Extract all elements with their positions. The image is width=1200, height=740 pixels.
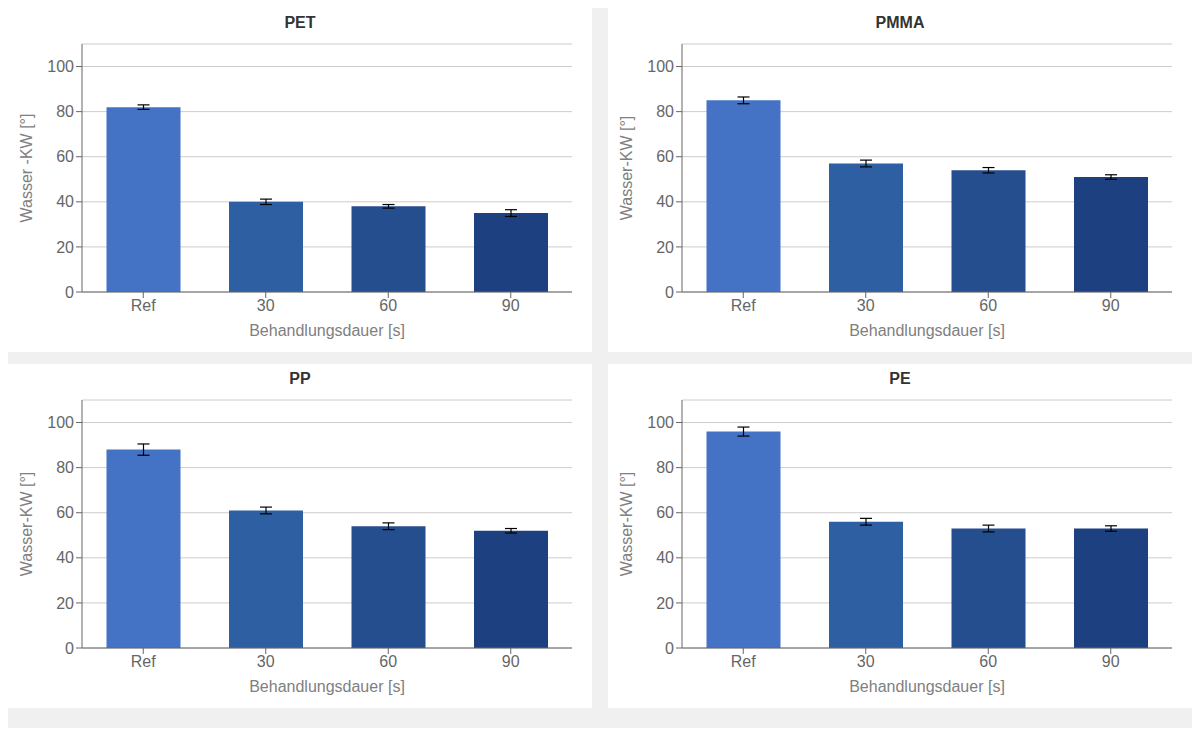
html-text:PP: PP bbox=[289, 370, 311, 387]
svg-text:Wasser-KW [°]: Wasser-KW [°] bbox=[618, 116, 635, 220]
svg-text:60: 60 bbox=[979, 297, 997, 314]
svg-text:Ref: Ref bbox=[731, 297, 756, 314]
svg-text:100: 100 bbox=[647, 414, 674, 431]
svg-text:Ref: Ref bbox=[131, 297, 156, 314]
svg-text:Ref: Ref bbox=[131, 653, 156, 670]
svg-text:80: 80 bbox=[656, 103, 674, 120]
html-text:PE: PE bbox=[889, 370, 911, 387]
svg-text:100: 100 bbox=[47, 414, 74, 431]
svg-text:30: 30 bbox=[857, 653, 875, 670]
svg-text:90: 90 bbox=[1102, 297, 1120, 314]
svg-text:90: 90 bbox=[502, 653, 520, 670]
html-text:PET: PET bbox=[284, 14, 316, 31]
svg-text:80: 80 bbox=[56, 103, 74, 120]
svg-text:100: 100 bbox=[647, 58, 674, 75]
svg-text:Wasser-KW [°]: Wasser-KW [°] bbox=[618, 472, 635, 576]
svg-text:0: 0 bbox=[65, 284, 74, 301]
svg-text:Ref: Ref bbox=[731, 653, 756, 670]
svg-text:Wasser -KW [°]: Wasser -KW [°] bbox=[18, 114, 35, 223]
svg-text:30: 30 bbox=[857, 297, 875, 314]
svg-text:Behandlungsdauer [s]: Behandlungsdauer [s] bbox=[249, 678, 405, 695]
svg-text:0: 0 bbox=[665, 640, 674, 657]
svg-text:30: 30 bbox=[257, 297, 275, 314]
svg-text:0: 0 bbox=[65, 640, 74, 657]
svg-text:40: 40 bbox=[656, 549, 674, 566]
svg-text:Behandlungsdauer [s]: Behandlungsdauer [s] bbox=[849, 322, 1005, 339]
svg-text:90: 90 bbox=[1102, 653, 1120, 670]
svg-text:60: 60 bbox=[979, 653, 997, 670]
svg-text:40: 40 bbox=[56, 193, 74, 210]
svg-text:20: 20 bbox=[656, 595, 674, 612]
html-text:PMMA: PMMA bbox=[875, 14, 925, 31]
svg-text:60: 60 bbox=[656, 504, 674, 521]
svg-text:60: 60 bbox=[56, 148, 74, 165]
svg-text:80: 80 bbox=[656, 459, 674, 476]
svg-text:60: 60 bbox=[56, 504, 74, 521]
svg-text:60: 60 bbox=[379, 297, 397, 314]
svg-text:40: 40 bbox=[656, 193, 674, 210]
svg-text:Behandlungsdauer [s]: Behandlungsdauer [s] bbox=[249, 322, 405, 339]
svg-text:40: 40 bbox=[56, 549, 74, 566]
svg-text:0: 0 bbox=[665, 284, 674, 301]
svg-text:Behandlungsdauer [s]: Behandlungsdauer [s] bbox=[849, 678, 1005, 695]
svg-text:20: 20 bbox=[656, 239, 674, 256]
svg-text:20: 20 bbox=[56, 239, 74, 256]
svg-text:Wasser-KW [°]: Wasser-KW [°] bbox=[18, 472, 35, 576]
svg-text:90: 90 bbox=[502, 297, 520, 314]
svg-text:100: 100 bbox=[47, 58, 74, 75]
svg-text:20: 20 bbox=[56, 595, 74, 612]
svg-text:30: 30 bbox=[257, 653, 275, 670]
svg-text:80: 80 bbox=[56, 459, 74, 476]
svg-text:60: 60 bbox=[379, 653, 397, 670]
svg-text:60: 60 bbox=[656, 148, 674, 165]
